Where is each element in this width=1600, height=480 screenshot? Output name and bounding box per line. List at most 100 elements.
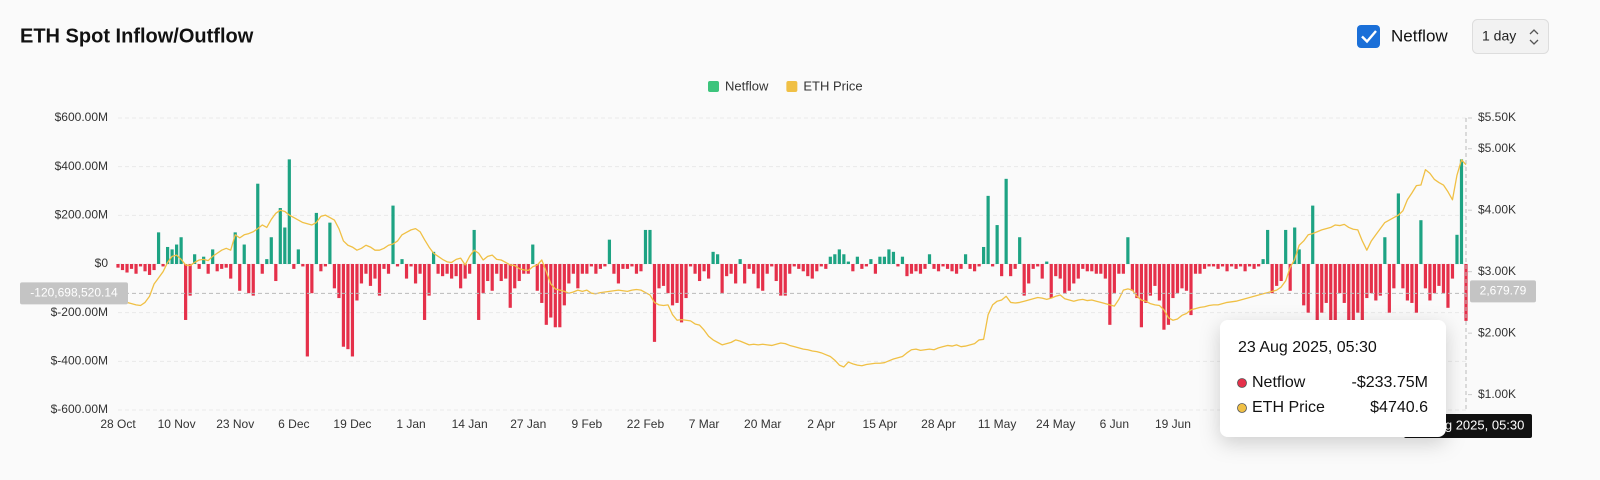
- bar: [738, 259, 742, 264]
- bar: [716, 254, 720, 264]
- bar: [819, 264, 823, 267]
- bar: [1351, 264, 1355, 335]
- bar: [1148, 264, 1153, 296]
- bar: [1180, 264, 1184, 289]
- bar: [292, 264, 296, 269]
- bar: [1067, 264, 1071, 291]
- y-tick-label: $0: [95, 256, 109, 270]
- bar: [1338, 264, 1342, 294]
- bar: [332, 264, 337, 289]
- bar: [409, 264, 413, 267]
- bar: [603, 264, 607, 267]
- bar: [657, 264, 661, 289]
- checkbox-label[interactable]: Netflow: [1391, 26, 1448, 45]
- y-tick-label: $-600.00M: [51, 402, 108, 416]
- bar: [323, 264, 327, 267]
- bar: [1387, 264, 1391, 313]
- bar: [287, 159, 291, 264]
- bar: [184, 264, 188, 320]
- bar: [454, 264, 458, 277]
- tooltip-name: ETH Price: [1252, 399, 1325, 416]
- bar: [161, 264, 165, 267]
- bar: [526, 264, 530, 274]
- bar: [1094, 264, 1098, 274]
- bar: [368, 264, 373, 286]
- bar: [310, 264, 314, 294]
- x-tick-label: 6 Jun: [1100, 417, 1129, 431]
- bar: [1414, 264, 1419, 313]
- bar: [580, 264, 584, 274]
- bar: [1275, 264, 1279, 286]
- bar: [1144, 264, 1148, 303]
- bar: [247, 264, 251, 294]
- bar: [621, 264, 625, 269]
- bar: [386, 264, 391, 274]
- bar: [986, 195, 990, 264]
- bar: [734, 264, 738, 284]
- bar: [761, 264, 765, 291]
- bar: [377, 264, 382, 296]
- x-tick-label: 20 Mar: [744, 417, 781, 431]
- bar: [891, 251, 896, 264]
- bar: [481, 264, 485, 294]
- bar: [639, 264, 643, 272]
- bar: [355, 264, 359, 301]
- bar: [1216, 264, 1220, 269]
- bar: [436, 264, 440, 274]
- bar: [833, 254, 837, 264]
- bar: [278, 208, 282, 264]
- bar: [1455, 234, 1459, 264]
- bar: [1130, 264, 1134, 291]
- checkbox[interactable]: [1357, 25, 1380, 48]
- bar: [991, 264, 995, 267]
- bar: [806, 264, 810, 277]
- bar: [242, 244, 246, 264]
- bar: [1013, 264, 1017, 269]
- bar: [774, 264, 778, 282]
- crosshair-y2-box: [1470, 280, 1536, 303]
- bar: [1238, 264, 1243, 267]
- bar: [1063, 264, 1067, 294]
- y2-tick-label: $3.00K: [1478, 264, 1516, 278]
- x-tick-label: 15 Apr: [863, 417, 898, 431]
- bar: [147, 264, 152, 275]
- bar: [936, 264, 941, 272]
- bar: [1126, 237, 1130, 264]
- interval-label[interactable]: 1 day: [1482, 28, 1516, 44]
- bar: [797, 264, 801, 269]
- bar: [932, 264, 936, 269]
- bar: [896, 264, 900, 267]
- bar: [634, 264, 639, 274]
- bar: [535, 264, 539, 291]
- interval-select[interactable]: [1472, 19, 1549, 54]
- bar: [1036, 264, 1040, 267]
- bar: [445, 264, 449, 274]
- bar: [441, 264, 445, 277]
- bar: [720, 264, 724, 294]
- bar: [914, 264, 918, 272]
- bar: [1270, 264, 1274, 294]
- bar: [1211, 264, 1216, 267]
- bar: [828, 256, 832, 264]
- bar: [238, 264, 242, 291]
- bar: [1432, 264, 1437, 294]
- bar: [1076, 264, 1080, 279]
- bar: [869, 259, 873, 264]
- x-tick-label: 11 May: [978, 417, 1016, 431]
- bar: [400, 259, 404, 264]
- bar: [878, 256, 882, 264]
- bar: [116, 264, 120, 268]
- bar: [1450, 264, 1455, 279]
- bar: [630, 264, 634, 267]
- bar: [1112, 264, 1116, 294]
- bar: [747, 264, 751, 269]
- bar: [1383, 237, 1387, 264]
- bar: [265, 259, 269, 264]
- bar: [1081, 264, 1085, 269]
- bar: [963, 254, 968, 264]
- bar: [1054, 264, 1058, 277]
- bar: [283, 227, 287, 264]
- bar: [382, 264, 386, 269]
- y2-tick-label: $4.00K: [1478, 202, 1516, 216]
